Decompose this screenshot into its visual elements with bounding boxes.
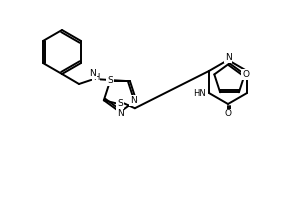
Text: O: O	[224, 110, 232, 118]
Text: N: N	[130, 96, 136, 105]
Text: H: H	[93, 73, 99, 82]
Text: O: O	[242, 70, 249, 79]
Text: HN: HN	[193, 88, 206, 98]
Text: S: S	[117, 99, 123, 108]
Text: N: N	[90, 70, 96, 78]
Text: N: N	[225, 53, 231, 62]
Text: S: S	[107, 76, 113, 85]
Text: N: N	[117, 110, 123, 118]
